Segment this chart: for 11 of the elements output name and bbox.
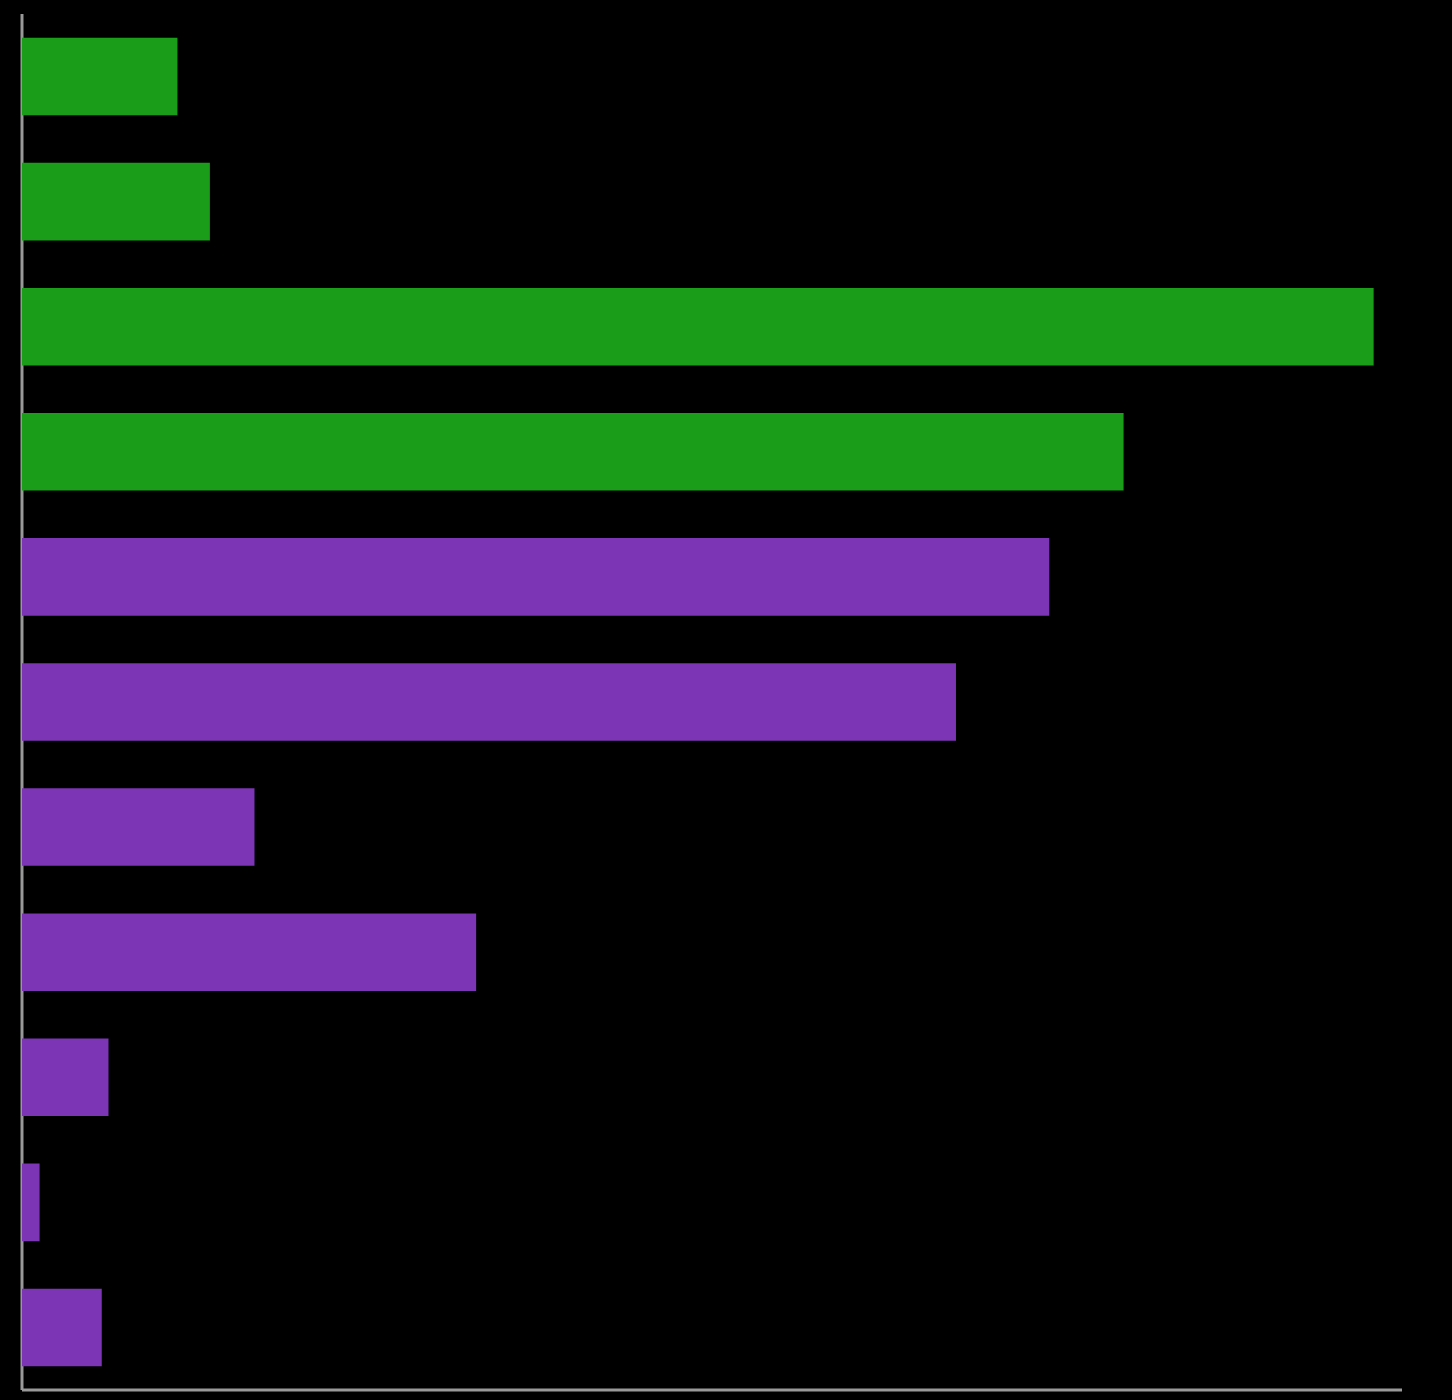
bar (22, 913, 477, 991)
bar (22, 1163, 40, 1242)
bar (22, 788, 255, 866)
bar (22, 663, 956, 741)
bar (22, 37, 178, 116)
bar (22, 1288, 102, 1367)
bar (22, 413, 1124, 491)
bar (22, 287, 1374, 366)
bar (22, 162, 210, 241)
bar (22, 538, 1050, 616)
bar (22, 1038, 109, 1117)
